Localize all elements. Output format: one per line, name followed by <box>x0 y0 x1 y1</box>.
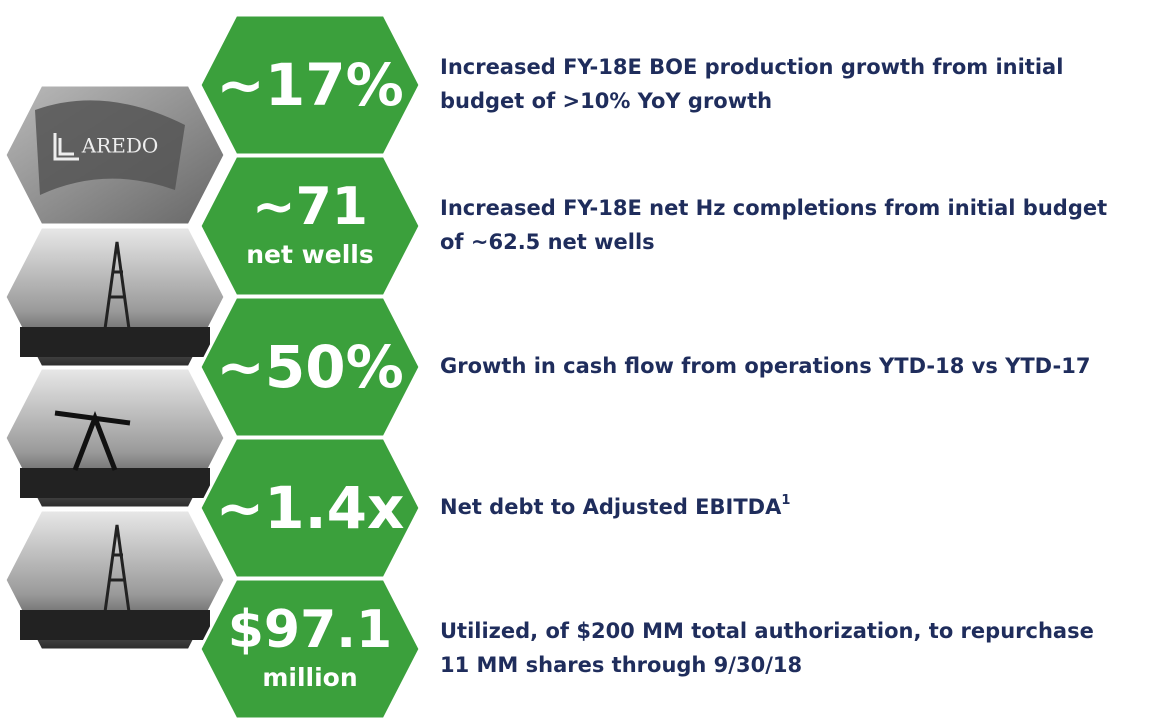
metric-value: $97.1 <box>228 600 392 660</box>
metric-value: ~71 <box>252 177 368 237</box>
metric-unit: million <box>262 663 357 692</box>
metric-value: ~17% <box>216 51 403 119</box>
description: Increased FY-18E net Hz completions from… <box>440 196 1107 220</box>
slide: AREDO ~17% Increased FY-18E BOE productio… <box>0 0 1157 722</box>
footnote: 1 <box>781 493 790 508</box>
description: 11 MM shares through 9/30/18 <box>440 653 802 677</box>
ground <box>20 468 210 498</box>
ground <box>20 327 210 357</box>
description: Growth in cash flow from operations YTD-… <box>440 354 1090 378</box>
description: Utilized, of $200 MM total authorization… <box>440 619 1094 643</box>
description: Increased FY-18E BOE production growth f… <box>440 55 1063 79</box>
metric-column: ~17% Increased FY-18E BOE production grow… <box>200 15 1107 719</box>
ground <box>20 610 210 640</box>
metric-value: ~50% <box>216 333 403 401</box>
description: budget of >10% YoY growth <box>440 89 772 113</box>
description: Net debt to Adjusted EBITDA1 <box>440 493 790 520</box>
metric-value: ~1.4x <box>216 474 405 542</box>
logo-text: AREDO <box>81 134 159 158</box>
photo-column: AREDO <box>5 85 225 650</box>
metric-unit: net wells <box>246 240 373 269</box>
description: of ~62.5 net wells <box>440 230 655 254</box>
